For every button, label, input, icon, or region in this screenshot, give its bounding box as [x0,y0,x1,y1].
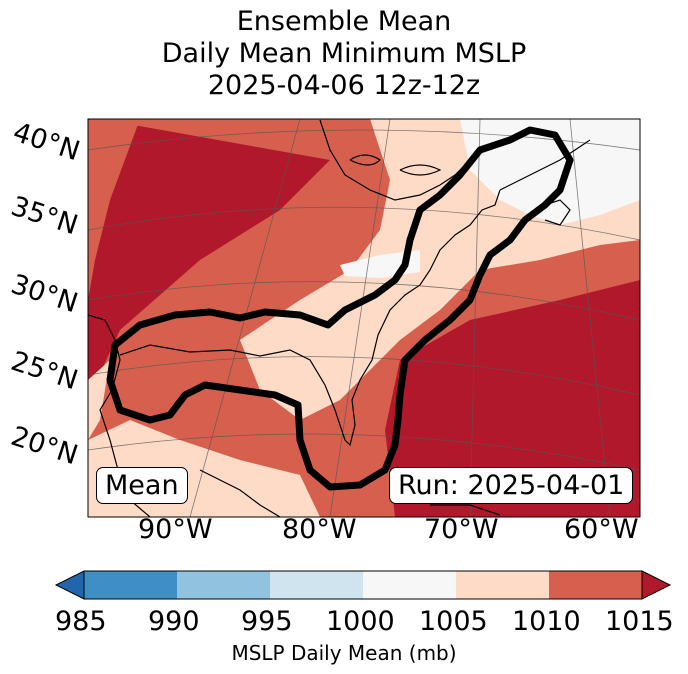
colorbar-tick-1010: 1010 [512,606,581,637]
colorbar [54,570,672,600]
lon-label-80w: 80°W [282,514,357,545]
colorbar-extend-high [641,570,672,600]
field-band-1000-1005 [460,119,640,225]
pressure-contour [106,126,574,491]
field-band-1005-1010-west [88,360,110,440]
mean-label-box: Mean [96,467,188,504]
colorbar-tick-1005: 1005 [419,606,488,637]
colorbar-tick-990: 990 [148,606,200,637]
colorbar-bin-1000 [363,571,456,599]
colorbar-bin-1010 [549,571,642,599]
colorbar-tick-1015: 1015 [605,606,674,637]
colorbar-tick-1000: 1000 [326,606,395,637]
coastlines [88,119,591,517]
colorbar-bin-990 [177,571,270,599]
lon-label-90w: 90°W [138,514,213,545]
colorbar-tick-995: 995 [241,606,293,637]
title-line-1: Ensemble Mean [236,6,452,37]
colorbar-bin-995 [270,571,363,599]
colorbar-tick-985: 985 [55,606,107,637]
field-band-west-strip [88,119,140,300]
title-line-2: Daily Mean Minimum MSLP [161,38,527,69]
graticule [88,119,640,517]
map-frame [87,118,641,518]
lon-label-70w: 70°W [424,514,499,545]
colorbar-extend-low [54,570,85,600]
lon-label-60w: 60°W [564,514,639,545]
run-date-label-box: Run: 2025-04-01 [389,467,634,504]
colorbar-label: MSLP Daily Mean (mb) [231,641,457,665]
colorbar-bin-985 [84,571,177,599]
title-line-3: 2025-04-06 12z-12z [207,70,481,101]
colorbar-bin-1005 [456,571,549,599]
